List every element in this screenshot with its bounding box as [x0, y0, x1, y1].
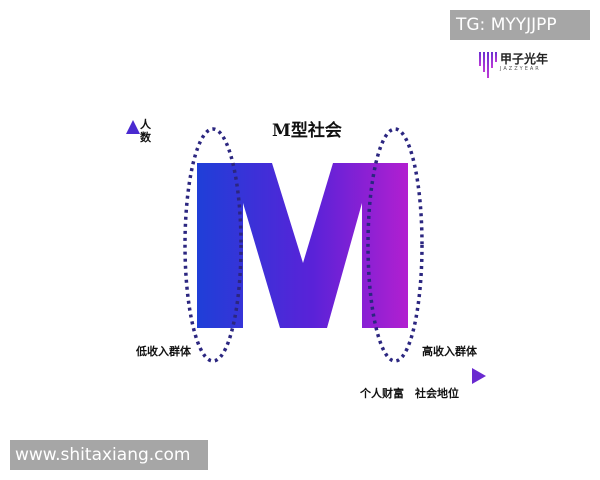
low-income-ellipse	[183, 127, 243, 363]
x-axis-arrow-icon	[472, 368, 486, 384]
jazzyear-logo-icon	[479, 52, 497, 78]
x-axis-label-wealth: 个人财富	[360, 387, 404, 400]
m-shape	[197, 163, 408, 328]
high-income-label: 高收入群体	[422, 345, 477, 358]
x-axis-label-status: 社会地位	[415, 387, 459, 400]
telegram-watermark: TG: MYYJJPP	[450, 10, 590, 40]
logo-subtext: JAZZYEAR	[500, 66, 541, 72]
low-income-label: 低收入群体	[136, 345, 191, 358]
logo-text: 甲子光年	[500, 52, 549, 66]
y-axis-arrow-icon	[126, 120, 140, 134]
y-axis-label: 人数	[140, 118, 151, 144]
high-income-ellipse	[366, 127, 424, 363]
site-watermark: www.shitaxiang.com	[10, 440, 208, 470]
diagram-title: M型社会	[272, 121, 342, 141]
